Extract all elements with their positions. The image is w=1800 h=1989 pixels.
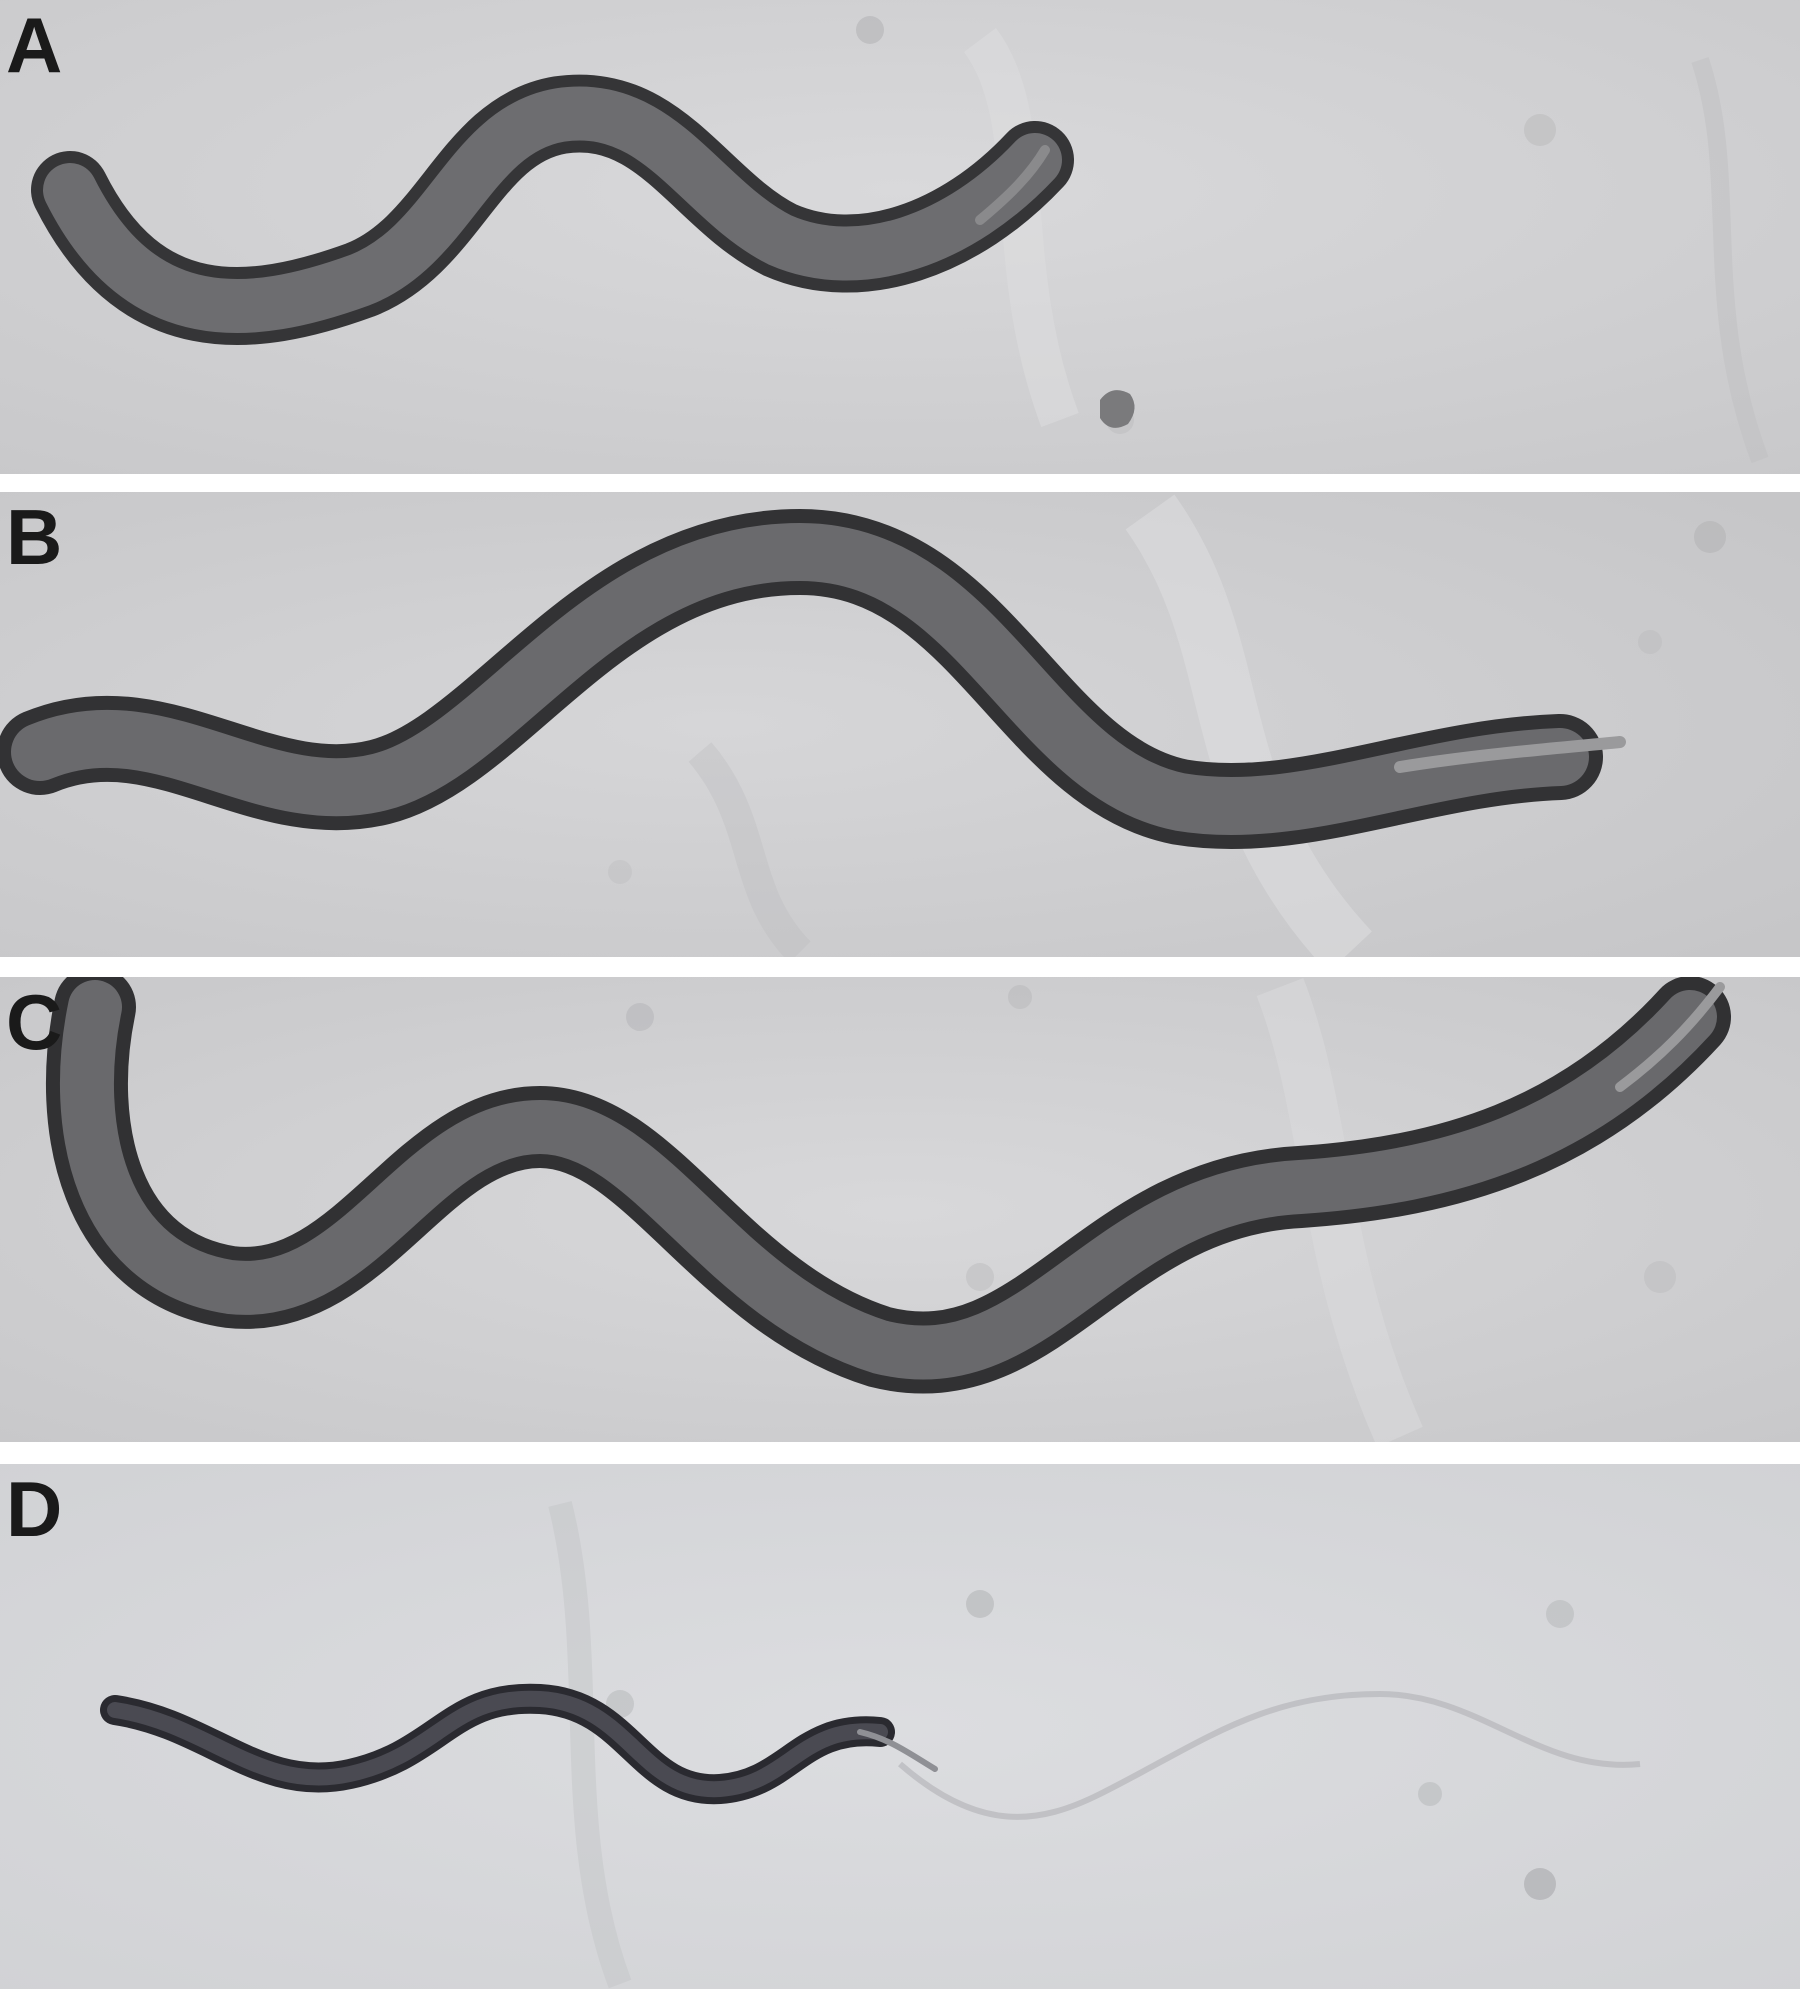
panel-label-d: D bbox=[6, 1465, 63, 1553]
panel-d: D bbox=[0, 1464, 1800, 1989]
panel-d-micrograph bbox=[0, 1464, 1800, 1989]
panel-label-a: A bbox=[6, 1, 63, 89]
panel-c: C bbox=[0, 977, 1800, 1442]
panel-c-micrograph bbox=[0, 977, 1800, 1442]
panel-a: A bbox=[0, 0, 1800, 474]
panel-b-micrograph bbox=[0, 492, 1800, 957]
panel-a-micrograph bbox=[0, 0, 1800, 474]
debris-particle bbox=[1100, 390, 1135, 428]
panel-label-c: C bbox=[6, 978, 63, 1066]
panel-b: B bbox=[0, 492, 1800, 957]
panel-label-b: B bbox=[6, 493, 63, 581]
